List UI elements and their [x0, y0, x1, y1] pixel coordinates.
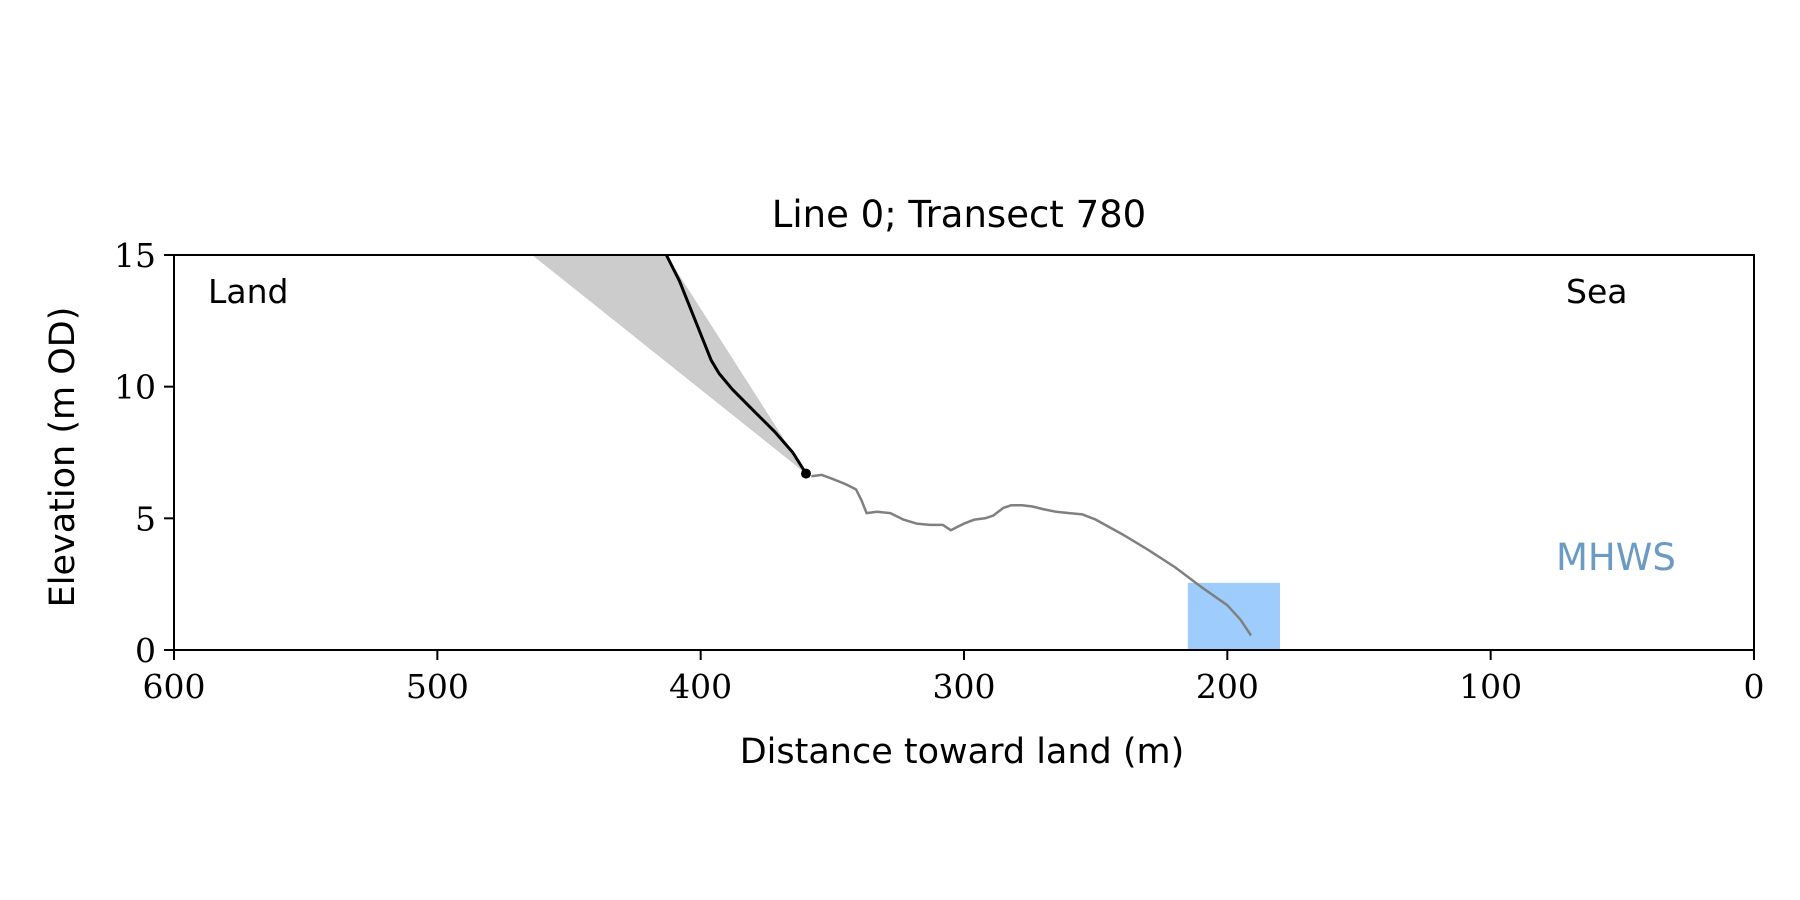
x-tick-label: 200	[1196, 667, 1259, 706]
axes-frame	[173, 254, 1755, 651]
x-axis-label: Distance toward land (m)	[740, 732, 1185, 772]
plot-area	[532, 254, 1280, 650]
y-tick-label: 5	[135, 499, 156, 538]
mhws-band	[1187, 582, 1280, 650]
sea-label: Sea	[1566, 272, 1627, 311]
mhws-label: MHWS	[1556, 536, 1676, 579]
y-axis-label: Elevation (m OD)	[43, 307, 83, 608]
x-tick-label: 0	[1744, 667, 1765, 706]
land-label: Land	[208, 272, 288, 311]
x-tick-label: 600	[143, 667, 206, 706]
cliff-line	[665, 254, 808, 475]
x-tick-label: 500	[406, 667, 469, 706]
x-tick-label: 300	[933, 667, 996, 706]
y-tick-label: 0	[135, 631, 156, 670]
slope-wedge	[532, 255, 806, 474]
x-axis-ticks: 600 500 400 300 200 100 0	[143, 650, 1765, 706]
y-tick-label: 15	[114, 236, 156, 275]
y-tick-label: 10	[114, 368, 156, 407]
x-tick-label: 400	[669, 667, 732, 706]
profile-line	[811, 473, 1253, 637]
y-axis-ticks: 0 5 10 15	[114, 236, 174, 670]
chart-title: Line 0; Transect 780	[772, 193, 1146, 236]
cliff-toe-point	[801, 468, 811, 479]
x-tick-label: 100	[1459, 667, 1522, 706]
